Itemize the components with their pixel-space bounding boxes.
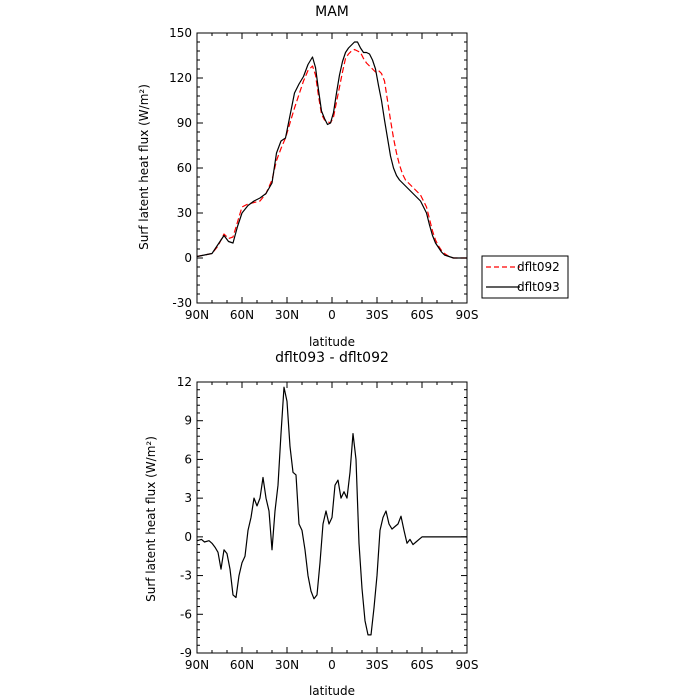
bottom-chart: dflt093 - dflt092 Surf latent heat flux …: [144, 350, 478, 698]
bottom-chart-ticks: 90N 60N 30N 0 30S 60S 90S -9 -6 -3 0 3 6 9 12: [177, 375, 479, 672]
top-chart-ytick-label: 30: [177, 206, 192, 220]
bottom-chart-ytick-label: 6: [184, 452, 192, 466]
top-chart-title: MAM: [315, 4, 349, 20]
top-chart-xtick-label: 60S: [411, 308, 434, 322]
top-chart-xtick-label: 90S: [456, 308, 479, 322]
bottom-chart-ytick-label: 12: [177, 375, 192, 389]
legend-label-dflt092: dflt092: [517, 260, 560, 274]
top-chart-xtick-label: 30N: [275, 308, 299, 322]
legend-box: [481, 255, 569, 299]
bottom-chart-xtick-label: 90N: [185, 658, 209, 672]
top-chart-ylabel: Surf latent heat flux (W/m²): [137, 84, 151, 250]
bottom-chart-xlabel: latitude: [309, 684, 355, 698]
top-chart-frame: [196, 32, 468, 304]
top-chart-xtick-label: 60N: [230, 308, 254, 322]
bottom-chart-ytick-label: -6: [180, 607, 192, 621]
top-chart-xlabel: latitude: [309, 335, 355, 349]
bottom-chart-ytick-label: -9: [180, 646, 192, 660]
legend: dflt092 dflt093: [481, 255, 569, 299]
bottom-chart-xtick-label: 90S: [456, 658, 479, 672]
top-chart: MAM Surf latent heat flux (W/m²) latitud…: [137, 4, 478, 349]
top-chart-ytick-label: 60: [177, 161, 192, 175]
bottom-chart-frame: [196, 381, 468, 654]
top-chart-xtick-label: 90N: [185, 308, 209, 322]
bottom-chart-ytick-label: 9: [184, 414, 192, 428]
bottom-chart-xtick-label: 60S: [411, 658, 434, 672]
top-chart-series: [196, 41, 467, 259]
bottom-chart-ytick-label: 0: [184, 530, 192, 544]
top-chart-xtick-label: 0: [328, 308, 336, 322]
legend-label-dflt093: dflt093: [517, 280, 560, 294]
bottom-chart-ytick-label: -3: [180, 569, 192, 583]
bottom-chart-ylabel: Surf latent heat flux (W/m²): [144, 436, 158, 602]
bottom-chart-series: [196, 386, 467, 636]
top-chart-series-line-dflt093: [196, 41, 467, 259]
top-chart-ytick-label: 0: [184, 251, 192, 265]
bottom-chart-ytick-label: 3: [184, 491, 192, 505]
top-chart-ytick-label: -30: [172, 296, 192, 310]
top-chart-xtick-label: 30S: [366, 308, 389, 322]
top-chart-ytick-label: 150: [169, 26, 192, 40]
top-chart-ticks: 90N 60N 30N 0 30S 60S 90S -30 0 30 60 90 120 150: [169, 26, 478, 322]
bottom-chart-xtick-label: 30N: [275, 658, 299, 672]
top-chart-ytick-label: 90: [177, 116, 192, 130]
bottom-chart-title: dflt093 - dflt092: [275, 350, 389, 366]
bottom-chart-series-line: [196, 386, 467, 636]
bottom-chart-xtick-label: 0: [328, 658, 336, 672]
bottom-chart-xtick-label: 30S: [366, 658, 389, 672]
bottom-chart-xtick-label: 60N: [230, 658, 254, 672]
top-chart-ytick-label: 120: [169, 71, 192, 85]
